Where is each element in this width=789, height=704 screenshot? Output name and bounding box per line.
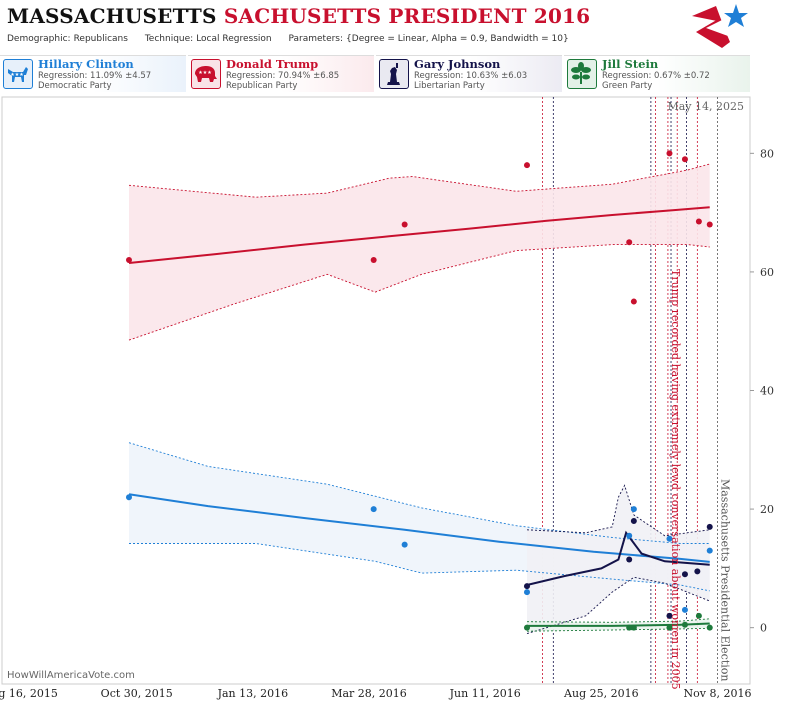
- poll-point: [626, 624, 633, 631]
- candidate-legend: ★★★ Hillary Clinton Regression: 11.09% ±…: [0, 55, 789, 93]
- band-upper-line: [128, 163, 710, 198]
- technique: Technique: Local Regression: [144, 34, 272, 44]
- y-tick-label: 0: [760, 622, 767, 635]
- x-tick-label: Nov 8, 2016: [684, 687, 752, 700]
- poll-point: [666, 624, 673, 631]
- poll-regression-chart: 0 20 40 60 80 Aug 16, 2015 Oct 30, 2015 Jan 13,…: [0, 96, 774, 700]
- regression-line: [527, 622, 710, 627]
- poll-point: [630, 506, 637, 513]
- poll-point: [666, 150, 673, 157]
- donkey-icon: ★★★: [3, 59, 33, 89]
- poll-point: [666, 612, 673, 619]
- legend-party: Democratic Party: [38, 81, 112, 91]
- legend-regression: Regression: 10.63% ±6.03: [414, 71, 528, 81]
- legend-party: Republican Party: [226, 81, 298, 91]
- poll-point: [523, 589, 530, 596]
- svg-text:★★★: ★★★: [10, 72, 24, 78]
- poll-point: [370, 257, 377, 264]
- poll-point: [694, 568, 701, 575]
- legend-name: Gary Johnson: [414, 57, 501, 71]
- poll-point: [401, 541, 408, 548]
- legend-item-johnson[interactable]: Gary Johnson Regression: 10.63% ±6.03 Li…: [376, 55, 562, 92]
- poll-point: [706, 624, 713, 631]
- legend-regression: Regression: 70.94% ±6.85: [226, 71, 340, 81]
- poll-point: [523, 583, 530, 590]
- poll-point: [706, 221, 713, 228]
- band-lower-line: [526, 627, 710, 632]
- poll-point: [706, 523, 713, 530]
- poll-point: [370, 506, 377, 513]
- legend-name: Hillary Clinton: [38, 57, 134, 71]
- poll-point: [626, 239, 633, 246]
- confidence-band: [129, 164, 710, 341]
- liberty-statue-icon: [379, 59, 409, 89]
- poll-point: [706, 547, 713, 554]
- y-tick-label: 60: [760, 266, 774, 279]
- band-upper-line: [526, 618, 710, 623]
- regression-line: [128, 206, 710, 264]
- legend-item-stein[interactable]: Jill Stein Regression: 0.67% ±0.72 Green…: [564, 55, 750, 92]
- current-date-label: May 14, 2025: [667, 100, 744, 113]
- x-tick-label: Jun 11, 2016: [449, 687, 521, 700]
- band-lower-line: [128, 244, 710, 341]
- site-logo-icon: [692, 4, 748, 48]
- poll-point: [626, 556, 633, 563]
- event-annotation: Trump recorded having extremely lewd con…: [669, 269, 682, 690]
- title-race: SACHUSETTS PRESIDENT 2016: [223, 4, 591, 28]
- poll-point: [681, 606, 688, 613]
- title-state: MASSACHUSETTS: [7, 4, 217, 28]
- y-tick-label: 40: [760, 385, 774, 398]
- poll-point: [681, 156, 688, 163]
- regression-line: [526, 530, 710, 586]
- poll-point: [681, 571, 688, 578]
- legend-item-trump[interactable]: ★★★ Donald Trump Regression: 70.94% ±6.8…: [188, 55, 374, 92]
- watermark: HowWillAmericaVote.com: [7, 670, 135, 681]
- poll-point: [630, 517, 637, 524]
- poll-point: [125, 257, 132, 264]
- legend-regression: Regression: 11.09% ±4.57: [38, 71, 152, 81]
- demographic: Demographic: Republicans: [7, 34, 128, 44]
- page-title: MASSACHUSETTS SACHUSETTS PRESIDENT 2016: [7, 4, 590, 28]
- y-tick-label: 20: [760, 503, 774, 516]
- x-tick-label: Mar 28, 2016: [331, 687, 407, 700]
- x-tick-label: Aug 16, 2015: [0, 687, 58, 700]
- poll-point: [630, 624, 637, 631]
- poll-point: [695, 218, 702, 225]
- poll-point: [125, 494, 132, 501]
- poll-point: [523, 624, 530, 631]
- legend-item-clinton[interactable]: ★★★ Hillary Clinton Regression: 11.09% ±…: [0, 55, 186, 92]
- y-tick-label: 80: [760, 147, 774, 160]
- elephant-icon: ★★★: [191, 59, 221, 89]
- parameters-line: Demographic: Republicans Technique: Local …: [7, 34, 583, 44]
- parameters: Parameters: {Degree = Linear, Alpha = 0.9…: [288, 34, 569, 44]
- poll-point: [695, 612, 702, 619]
- poll-point: [681, 621, 688, 628]
- band-upper-line: [128, 442, 710, 544]
- poll-point: [666, 535, 673, 542]
- poll-point: [401, 221, 408, 228]
- legend-party: Green Party: [602, 81, 653, 91]
- regression-line: [128, 493, 710, 563]
- legend-regression: Regression: 0.67% ±0.72: [602, 71, 710, 81]
- plant-icon: [567, 59, 597, 89]
- poll-point: [523, 162, 530, 169]
- x-tick-label: Jan 13, 2016: [217, 687, 289, 700]
- legend-name: Donald Trump: [226, 57, 319, 71]
- legend-party: Libertarian Party: [414, 81, 485, 91]
- poll-point: [626, 532, 633, 539]
- event-annotation: Massachusetts Presidential Election: [718, 479, 731, 681]
- legend-name: Jill Stein: [602, 57, 659, 71]
- x-tick-label: Aug 25, 2016: [563, 687, 639, 700]
- poll-point: [630, 298, 637, 305]
- x-tick-label: Oct 30, 2015: [101, 687, 173, 700]
- svg-text:★★★: ★★★: [198, 70, 212, 76]
